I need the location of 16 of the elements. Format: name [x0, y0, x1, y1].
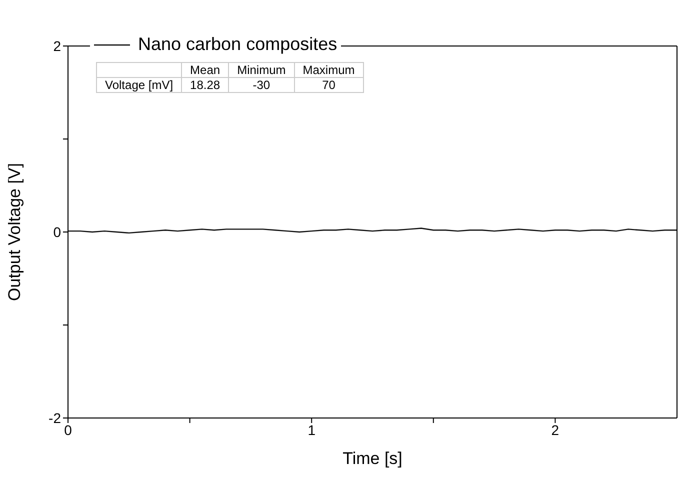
y-tick-label: 0: [53, 224, 62, 240]
x-tick-label: 0: [64, 422, 72, 438]
y-axis-title: Output Voltage [V]: [5, 163, 24, 301]
annotation: Voltage [mV]: [96, 78, 182, 92]
y-tick-label: 2: [53, 38, 62, 54]
x-tick-label: 2: [551, 422, 560, 438]
x-tick-label: 1: [308, 422, 316, 438]
legend-label: Nano carbon composites: [137, 34, 338, 55]
annotation: Maximum: [294, 62, 364, 78]
annotation: -30: [228, 78, 294, 92]
annotation: 18.28: [182, 78, 229, 92]
annotation: 70: [294, 78, 364, 92]
x-axis-title: Time [s]: [342, 449, 402, 468]
y-tick-label: -2: [48, 410, 62, 426]
annotation: Mean: [182, 62, 229, 78]
annotation: Minimum: [228, 62, 294, 78]
